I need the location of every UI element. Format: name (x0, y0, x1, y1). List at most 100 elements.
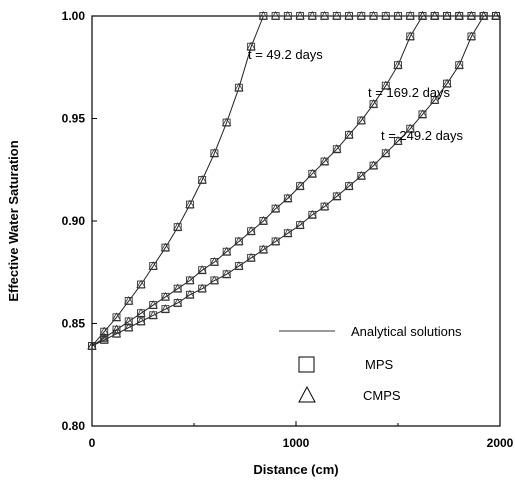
cmps-marker (136, 279, 146, 289)
cmps-marker (221, 269, 232, 278)
cmps-marker (197, 174, 207, 184)
cmps-marker (258, 244, 269, 254)
cmps-marker (307, 168, 317, 178)
cmps-marker (307, 209, 317, 219)
cmps-marker (111, 324, 122, 334)
x-axis-title: Distance (cm) (253, 462, 338, 477)
cmps-marker (234, 261, 244, 270)
annotation-t249: t = 249.2 days (381, 128, 464, 143)
cmps-marker (454, 60, 464, 69)
cmps-marker (270, 236, 281, 245)
annotation-t49: t = 49.2 days (248, 47, 323, 62)
cmps-marker (258, 10, 269, 20)
cmps-marker (368, 160, 379, 170)
cmps-marker (417, 109, 428, 118)
cmps-marker (197, 265, 207, 274)
cmps-marker (295, 220, 305, 229)
cmps-marker (209, 148, 220, 157)
cmps-marker (148, 300, 158, 309)
cmps-marker (368, 10, 379, 20)
cmps-marker (332, 191, 342, 200)
cmps-marker (356, 10, 366, 20)
cmps-marker (405, 31, 415, 40)
cmps-marker (148, 261, 158, 270)
legend-label-cmps: CMPS (363, 388, 401, 403)
cmps-marker (87, 341, 97, 350)
cmps-marker (381, 10, 391, 20)
cmps-marker (111, 328, 122, 338)
cmps-marker (430, 10, 440, 20)
ticks: 0 1000 2000 0.80 0.85 0.90 0.95 1.00 (62, 9, 514, 450)
analytical-line-2 (91, 15, 496, 347)
y-tick-label: 1.00 (62, 9, 86, 23)
cmps-marker (356, 115, 366, 124)
x-tick-label: 0 (89, 436, 96, 450)
cmps-marker (209, 256, 220, 266)
cmps-marker (283, 193, 293, 202)
legend-label-mps: MPS (365, 357, 394, 372)
legend-square-symbol (298, 356, 315, 373)
cmps-marker (393, 136, 403, 145)
cmps-marker (185, 289, 195, 299)
cmps-marker (221, 246, 232, 256)
cmps-marker (246, 226, 256, 235)
cmps-marker (454, 10, 464, 20)
cmps-marker (185, 199, 195, 209)
cmps-marker (136, 308, 146, 317)
legend-triangle-symbol (298, 385, 316, 403)
cmps-marker (381, 80, 391, 90)
cmps-marker (124, 322, 134, 332)
cmps-marker (283, 10, 293, 20)
cmps-marker (368, 99, 379, 108)
cmps-marker (295, 181, 305, 190)
analytical-line-0 (91, 15, 496, 347)
legend: Analytical solutions MPS CMPS (279, 324, 462, 403)
cmps-marker (405, 10, 415, 20)
cmps-marker (344, 129, 354, 139)
cmps-marker (307, 10, 317, 20)
y-axis-title: Effective Water Saturation (6, 140, 21, 301)
cmps-marker (160, 304, 171, 313)
cmps-marker (405, 123, 415, 133)
cmps-marker (258, 215, 269, 225)
cmps-marker (148, 310, 158, 319)
cmps-marker (283, 228, 293, 237)
series-markers (87, 10, 501, 350)
cmps-marker (393, 60, 403, 69)
cmps-marker (479, 10, 489, 20)
analytical-line-1 (91, 15, 496, 347)
y-tick-label: 0.80 (62, 419, 86, 433)
cmps-marker (221, 117, 232, 126)
cmps-marker (491, 10, 501, 20)
cmps-marker (173, 283, 183, 293)
y-tick-label: 0.95 (62, 112, 86, 126)
cmps-marker (319, 156, 330, 165)
cmps-marker (111, 312, 122, 321)
cmps-marker (160, 291, 171, 301)
cmps-marker (185, 275, 195, 284)
cmps-marker (160, 242, 171, 252)
cmps-marker (393, 10, 403, 20)
cmps-marker (234, 236, 244, 245)
y-tick-label: 0.90 (62, 214, 86, 228)
cmps-marker (124, 295, 134, 305)
cmps-marker (430, 95, 440, 104)
cmps-marker (234, 82, 244, 92)
cmps-marker (356, 170, 366, 180)
cmps-marker (246, 41, 256, 51)
cmps-marker (99, 332, 109, 342)
cmps-marker (344, 181, 354, 190)
cmps-marker (197, 283, 207, 293)
cmps-marker (99, 334, 109, 344)
cmps-marker (466, 10, 477, 20)
cmps-marker (381, 148, 391, 157)
plot-frame (91, 15, 501, 427)
annotation-t169: t = 169.2 days (368, 85, 451, 100)
cmps-marker (173, 297, 183, 307)
cmps-marker (209, 275, 220, 284)
cmps-marker (344, 10, 354, 20)
x-tick-label: 2000 (487, 436, 514, 450)
cmps-marker (173, 222, 183, 231)
cmps-marker (319, 201, 330, 211)
